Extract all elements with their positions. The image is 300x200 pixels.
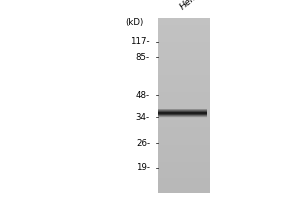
Bar (158, 167, 210, 169)
Bar (158, 44, 210, 46)
Bar (158, 62, 210, 64)
Bar (158, 97, 210, 99)
Bar (158, 136, 210, 138)
Bar (158, 165, 210, 167)
Bar (158, 73, 210, 75)
Text: 19-: 19- (136, 164, 150, 172)
Bar (158, 22, 210, 25)
Bar (158, 171, 210, 173)
Bar (158, 42, 210, 44)
Bar (158, 184, 210, 186)
Bar (158, 127, 210, 130)
Bar (158, 29, 210, 31)
Bar (158, 119, 210, 121)
Bar (158, 64, 210, 66)
Bar (158, 99, 210, 101)
Bar (158, 191, 210, 193)
Bar (158, 110, 210, 112)
Bar (158, 154, 210, 156)
Bar (158, 86, 210, 88)
Bar (158, 20, 210, 22)
Bar (158, 158, 210, 160)
Bar (158, 114, 207, 115)
Bar (158, 95, 210, 97)
Bar (158, 49, 210, 51)
Bar (158, 38, 210, 40)
Bar (158, 130, 210, 132)
Bar (158, 156, 210, 158)
Bar (158, 79, 210, 81)
Bar (158, 123, 210, 125)
Bar (158, 143, 210, 145)
Bar (158, 53, 210, 55)
Bar (158, 31, 210, 33)
Bar (158, 25, 210, 27)
Bar (158, 90, 210, 92)
Bar (158, 173, 210, 176)
Bar (158, 71, 210, 73)
Bar (158, 112, 207, 113)
Bar (158, 116, 207, 117)
Text: 117-: 117- (130, 38, 150, 46)
Bar (158, 75, 210, 77)
Bar (158, 51, 210, 53)
Bar (158, 116, 210, 119)
Bar (158, 103, 210, 106)
Bar (158, 109, 207, 110)
Bar (158, 66, 210, 68)
Bar (158, 106, 210, 108)
Bar (158, 149, 210, 151)
Bar (158, 81, 210, 84)
Bar (158, 57, 210, 60)
Bar (158, 46, 210, 49)
Bar (158, 108, 207, 109)
Bar (158, 162, 210, 165)
Text: 48-: 48- (136, 90, 150, 99)
Bar (158, 182, 210, 184)
Bar (158, 108, 210, 110)
Text: 85-: 85- (136, 52, 150, 62)
Bar (158, 121, 210, 123)
Text: 34-: 34- (136, 112, 150, 121)
Bar (158, 33, 210, 36)
Bar (158, 27, 210, 29)
Bar (158, 55, 210, 57)
Bar (158, 138, 210, 140)
Bar (158, 132, 210, 134)
Bar (158, 115, 207, 116)
Bar (158, 125, 210, 127)
Bar (158, 18, 210, 20)
Text: (kD): (kD) (125, 18, 143, 27)
Bar (158, 101, 210, 103)
Bar (158, 92, 210, 95)
Bar (158, 160, 210, 162)
Bar (158, 68, 210, 71)
Bar (158, 40, 210, 42)
Bar (158, 110, 207, 111)
Bar (158, 140, 210, 143)
Bar (158, 36, 210, 38)
Bar (158, 88, 210, 90)
Bar (158, 176, 210, 178)
Bar (158, 84, 210, 86)
Bar (158, 113, 207, 114)
Bar (158, 134, 210, 136)
Bar (158, 111, 207, 112)
Text: 26-: 26- (136, 138, 150, 148)
Bar (158, 151, 210, 154)
Bar (158, 147, 210, 149)
Bar (158, 112, 210, 114)
Bar (158, 60, 210, 62)
Bar (158, 178, 210, 180)
Bar (158, 169, 210, 171)
Bar (158, 77, 210, 79)
Bar (158, 114, 210, 116)
Bar (158, 189, 210, 191)
Bar (158, 145, 210, 147)
Bar (158, 186, 210, 189)
Text: Hela: Hela (178, 0, 200, 12)
Bar (158, 180, 210, 182)
